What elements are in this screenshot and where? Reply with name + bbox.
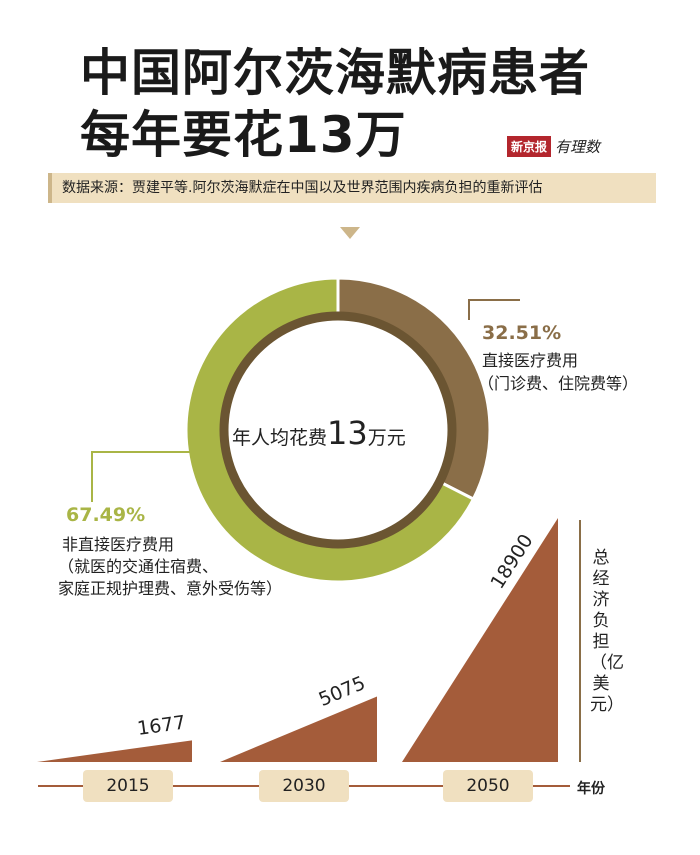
- center-prefix: 年人均花费: [232, 427, 328, 449]
- direct-note: （门诊费、住院费等）: [478, 374, 639, 393]
- burden-triangle-2050: [402, 518, 558, 762]
- brand-name: 新京报: [507, 136, 552, 157]
- center-label: 年人均花费13万元: [232, 414, 406, 452]
- indirect-note-2: 家庭正规护理费、意外受伤等）: [58, 579, 283, 598]
- brand-script: 有理数: [555, 138, 601, 156]
- brand-logo: 新京报 有理数: [507, 136, 600, 157]
- center-number: 13: [327, 414, 368, 452]
- year-pill-2030: 2030: [259, 770, 349, 802]
- burden-axis-label: 总经济负担（亿美元）: [590, 548, 624, 715]
- leader-direct: [468, 299, 520, 320]
- title-line-2: 每年要花13万: [80, 106, 407, 164]
- burden-triangle-2015: [37, 740, 192, 762]
- year-pill-2015: 2015: [83, 770, 173, 802]
- source-note: 数据来源：贾建平等.阿尔茨海默症在中国以及世界范围内疾病负担的重新评估: [48, 173, 656, 203]
- indirect-note-1: （就医的交通住宿费、: [58, 557, 219, 576]
- donut-hole: [229, 321, 447, 539]
- title-line-1: 中国阿尔茨海默病患者: [80, 44, 590, 102]
- direct-label: 直接医疗费用: [482, 351, 579, 370]
- indirect-pct: 67.49%: [66, 504, 146, 526]
- year-pill-2050: 2050: [443, 770, 533, 802]
- donut-inner-ring: [219, 311, 457, 549]
- burden-triangle-2030: [220, 696, 377, 762]
- center-suffix: 万元: [367, 427, 406, 449]
- leader-indirect: [91, 451, 192, 502]
- direct-pct: 32.51%: [482, 322, 562, 344]
- x-axis-label: 年份: [577, 781, 605, 797]
- indirect-label: 非直接医疗费用: [62, 535, 175, 554]
- pointer-triangle: [340, 227, 360, 239]
